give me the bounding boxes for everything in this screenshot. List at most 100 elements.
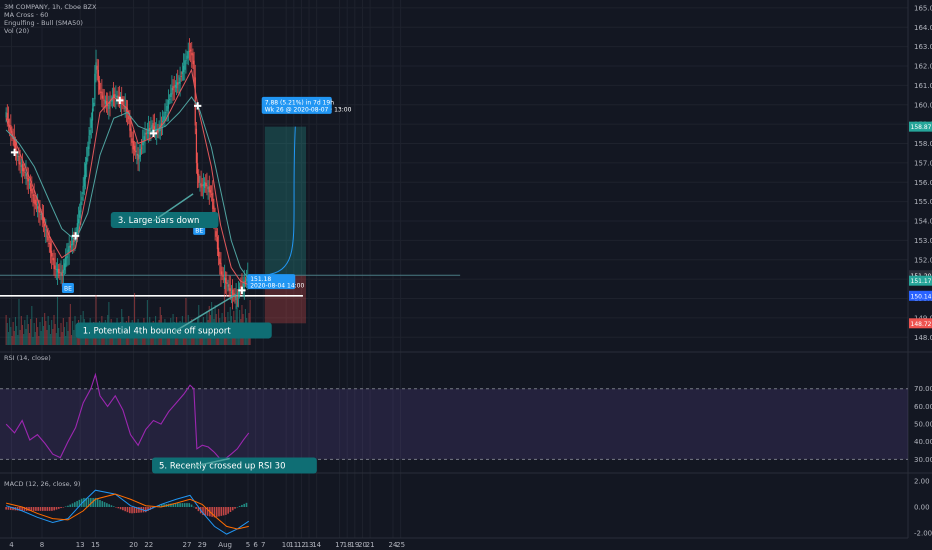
time-tick-label: 17: [335, 541, 344, 549]
macd-line: [5, 489, 250, 535]
candle-body: [239, 287, 241, 294]
candle-body: [114, 94, 116, 97]
candle-body: [210, 193, 213, 195]
candle-body: [225, 278, 227, 284]
macd-histogram-bar: [35, 507, 37, 511]
volume-bar: [23, 334, 25, 345]
volume-bar: [74, 316, 76, 345]
volume-bar: [112, 337, 115, 345]
price-tag: [909, 270, 932, 281]
volume-bar: [47, 316, 49, 345]
macd-histogram-bar: [181, 503, 184, 507]
main-legend-4: Vol (20): [4, 27, 29, 35]
candle-body: [180, 76, 182, 78]
time-tick-label: 27: [183, 541, 192, 549]
candle-body: [146, 131, 148, 134]
volume-bar: [184, 334, 186, 345]
price-tag: [909, 290, 932, 301]
macd-histogram-bar: [218, 507, 220, 517]
volume-bar: [97, 335, 99, 345]
volume-bar: [91, 336, 94, 345]
candle-body: [142, 142, 144, 146]
candle-body: [42, 217, 45, 224]
candle-body: [37, 206, 39, 209]
candle-body: [82, 185, 84, 195]
macd-histogram-bar: [241, 504, 243, 507]
volume-bar: [19, 330, 21, 345]
candle-body: [226, 282, 228, 284]
candle-body: [118, 98, 120, 100]
time-tick-label: 19: [350, 541, 359, 549]
volume-bar: [86, 337, 88, 345]
candle-body: [74, 238, 76, 240]
candle-body: [61, 271, 63, 276]
price-tick-label: 157.00: [914, 159, 932, 167]
macd-histogram-bar: [90, 497, 92, 507]
rsi-tick-label: 40.00: [914, 438, 932, 446]
candle-body: [206, 185, 208, 187]
volume-bar: [166, 337, 168, 345]
candle-body: [90, 119, 92, 128]
price-tag: [909, 318, 932, 329]
candle-body: [18, 155, 20, 164]
candle-body: [20, 165, 22, 167]
macd-tick-label: 2.00: [914, 478, 930, 486]
time-tick-label: 7: [261, 541, 265, 549]
candle-body: [195, 128, 198, 164]
rsi-annotation-box: [152, 457, 317, 474]
candle-body: [145, 133, 147, 135]
volume-bar: [142, 332, 144, 345]
candle-body: [168, 99, 171, 100]
main-legend-2: MA Cross · 60: [4, 11, 48, 19]
price-tick-label: 160.00: [914, 101, 932, 109]
macd-histogram-bar: [51, 507, 53, 511]
volume-bar: [9, 318, 11, 345]
candle-body: [236, 295, 238, 297]
annotations[interactable]: 3. Large bars down 1. Potential 4th bounc…: [75, 96, 352, 474]
volume-bar: [199, 336, 201, 345]
volume-bar: [54, 324, 56, 345]
volume-bar: [48, 325, 50, 345]
candle-body: [95, 62, 97, 74]
candle-body: [101, 91, 103, 99]
volume-bar: [12, 322, 14, 345]
macd-histogram-bar: [179, 503, 181, 507]
candle-body: [104, 100, 106, 104]
annotation-connector: [152, 193, 194, 222]
volume-bar: [88, 332, 90, 345]
candle-body: [240, 286, 242, 289]
volume-bar: [44, 313, 46, 345]
candle-body: [241, 285, 243, 287]
candle-body: [191, 52, 193, 56]
macd-histogram-bar: [21, 507, 23, 511]
volume-bar: [151, 335, 153, 345]
macd-histogram-bar: [183, 503, 186, 507]
price-tick-label: 148.00: [914, 334, 932, 342]
volume-bar: [41, 317, 43, 345]
candle-body: [89, 129, 91, 136]
candle-body: [98, 80, 101, 90]
candle-body: [41, 212, 43, 221]
macd-histogram-bar: [87, 497, 90, 507]
candle-body: [5, 112, 7, 118]
candle-body: [84, 163, 87, 179]
price-tick-label: 161.00: [914, 82, 932, 90]
price-tick-label: 162.00: [914, 63, 932, 71]
cross-marker: ✚: [193, 102, 201, 113]
candle-body: [6, 112, 8, 120]
macd-histogram-bar: [108, 504, 110, 507]
volume-bar: [13, 331, 15, 345]
price-tag-label: 150.14: [911, 293, 932, 300]
candle-body: [9, 125, 11, 127]
candle-body: [16, 149, 18, 153]
volume-bar: [34, 332, 36, 345]
candle-body: [19, 162, 21, 165]
volume-bar: [32, 337, 34, 345]
candle-body: [124, 105, 126, 110]
volume-bar: [26, 315, 28, 345]
volume-bar: [60, 323, 62, 345]
volume-bar: [236, 293, 238, 345]
candle-body: [154, 128, 157, 130]
